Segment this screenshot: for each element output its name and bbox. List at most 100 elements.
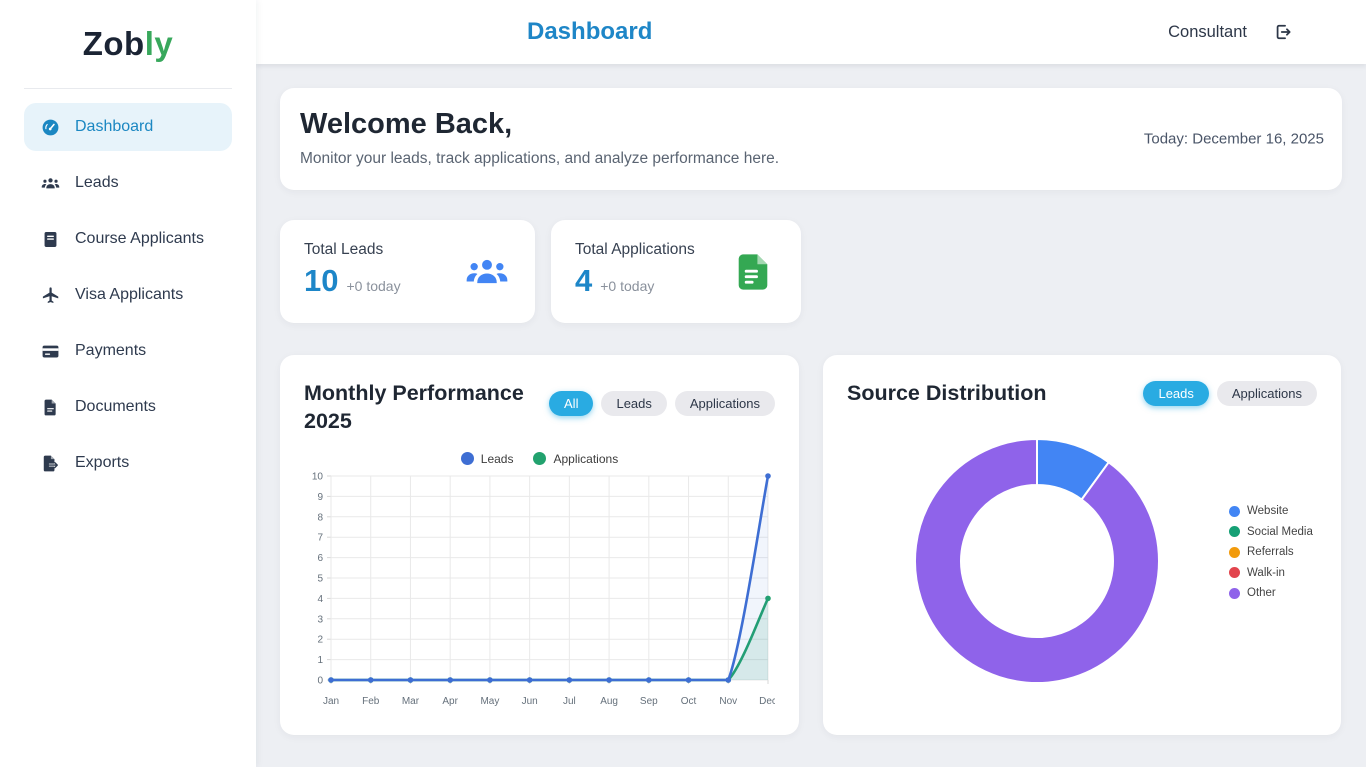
stats-row: Total Leads 10 +0 today Total Applicatio… xyxy=(280,220,1342,323)
legend-item-walk-in[interactable]: Walk-in xyxy=(1229,567,1313,579)
source-filter-leads-button[interactable]: Leads xyxy=(1143,381,1209,406)
svg-text:1: 1 xyxy=(317,655,323,666)
monthly-filter-all-button[interactable]: All xyxy=(549,391,594,416)
legend-item-other[interactable]: Other xyxy=(1229,587,1313,599)
dashboard-icon xyxy=(40,117,60,137)
sidebar-item-documents[interactable]: Documents xyxy=(24,383,232,431)
svg-text:0: 0 xyxy=(317,675,323,686)
monthly-filter-leads-button[interactable]: Leads xyxy=(601,391,667,416)
sidebar-item-leads[interactable]: Leads xyxy=(24,159,232,207)
logo-text-accent: ly xyxy=(144,25,174,62)
legend-label: Social Media xyxy=(1247,525,1313,538)
total-leads-card: Total Leads 10 +0 today xyxy=(280,220,535,323)
sidebar-item-label: Documents xyxy=(75,398,156,415)
svg-text:3: 3 xyxy=(317,614,323,625)
sidebar-item-label: Payments xyxy=(75,342,147,359)
stat-value: 10 xyxy=(304,263,339,298)
legend-item-leads[interactable]: Leads xyxy=(460,452,513,466)
people-group-icon xyxy=(465,250,509,294)
welcome-card: Welcome Back, Monitor your leads, track … xyxy=(280,88,1342,190)
svg-text:Apr: Apr xyxy=(442,696,458,707)
svg-text:7: 7 xyxy=(317,532,323,543)
legend-label: Referrals xyxy=(1247,546,1294,558)
monthly-filter-applications-button[interactable]: Applications xyxy=(674,391,775,416)
legend-dot xyxy=(1229,505,1240,517)
total-applications-card: Total Applications 4 +0 today xyxy=(551,220,801,323)
documents-icon xyxy=(40,397,60,417)
leads-icon xyxy=(40,173,60,193)
page-title: Dashboard xyxy=(527,18,653,45)
sidebar: Zob ly Dashboard Leads Course Applicants Vis… xyxy=(0,0,256,767)
topbar: Dashboard Consultant xyxy=(256,0,1366,64)
payments-icon xyxy=(40,341,60,361)
course-applicants-icon xyxy=(40,229,60,249)
source-filter-pills: Leads Applications xyxy=(1143,381,1317,407)
svg-text:Dec: Dec xyxy=(759,696,775,707)
svg-text:Feb: Feb xyxy=(362,696,380,707)
svg-text:May: May xyxy=(480,696,499,707)
svg-text:Nov: Nov xyxy=(719,696,737,707)
legend-item-applications[interactable]: Applications xyxy=(533,452,618,466)
svg-text:Oct: Oct xyxy=(681,696,697,707)
sidebar-item-label: Visa Applicants xyxy=(75,286,184,303)
monthly-chart-title: Monthly Performance 2025 xyxy=(304,381,524,434)
sidebar-item-visa-applicants[interactable]: Visa Applicants xyxy=(24,271,232,319)
svg-text:8: 8 xyxy=(317,512,323,523)
source-filter-applications-button[interactable]: Applications xyxy=(1216,381,1317,406)
sidebar-item-course-applicants[interactable]: Course Applicants xyxy=(24,215,232,263)
svg-text:Jan: Jan xyxy=(323,696,339,707)
sidebar-item-payments[interactable]: Payments xyxy=(24,327,232,375)
legend-label: Walk-in xyxy=(1247,566,1285,579)
legend-dot xyxy=(1229,587,1240,599)
welcome-heading: Welcome Back, xyxy=(300,108,513,140)
line-chart-holder: 0 1 2 3 4 5 6 7 8 9 10 Jan Feb Mar Apr May Jun Jul Aug Sep O… xyxy=(304,468,777,717)
today-date: Today: December 16, 2025 xyxy=(1143,130,1324,148)
svg-text:Sep: Sep xyxy=(640,696,658,707)
source-donut-chart xyxy=(914,437,1160,684)
svg-text:Jul: Jul xyxy=(563,696,576,707)
visa-applicants-icon xyxy=(40,285,60,305)
legend-label: Website xyxy=(1247,505,1289,517)
logout-icon[interactable] xyxy=(1273,22,1293,42)
svg-text:6: 6 xyxy=(317,553,323,564)
legend-dot xyxy=(1229,567,1240,578)
legend-item-website[interactable]: Website xyxy=(1229,505,1313,517)
line-chart-legend: Leads Applications xyxy=(304,450,775,468)
stat-label: Total Applications xyxy=(575,241,695,258)
svg-text:Jun: Jun xyxy=(522,696,538,707)
logo-text-primary: Zob xyxy=(82,25,145,62)
monthly-performance-card: Monthly Performance 2025 All Leads Applica… xyxy=(280,355,799,735)
legend-dot xyxy=(1229,526,1240,537)
svg-text:10: 10 xyxy=(312,471,324,482)
user-role-label[interactable]: Consultant xyxy=(1168,22,1247,41)
donut-legend: Website Social Media Referrals Walk-in Other xyxy=(1229,505,1313,608)
sidebar-item-label: Course Applicants xyxy=(75,230,204,247)
stat-label: Total Leads xyxy=(304,241,384,258)
svg-text:Mar: Mar xyxy=(402,696,420,707)
legend-item-referrals[interactable]: Referrals xyxy=(1229,546,1313,558)
sidebar-item-label: Exports xyxy=(75,454,130,471)
sidebar-divider xyxy=(24,88,232,89)
sidebar-item-label: Dashboard xyxy=(75,118,154,135)
legend-item-social-media[interactable]: Social Media xyxy=(1229,526,1313,538)
legend-dot xyxy=(460,452,474,466)
monthly-filter-pills: All Leads Applications xyxy=(549,391,775,436)
user-area: Consultant xyxy=(1168,0,1293,64)
monthly-line-chart: 0 1 2 3 4 5 6 7 8 9 10 Jan Feb Mar Apr May Jun Jul Aug Sep O… xyxy=(312,471,777,707)
source-chart-title: Source Distribution xyxy=(847,381,1047,405)
legend-dot xyxy=(533,452,547,466)
legend-dot xyxy=(1229,546,1240,558)
legend-label: Other xyxy=(1247,587,1276,599)
svg-text:Aug: Aug xyxy=(600,696,618,707)
sidebar-item-exports[interactable]: Exports xyxy=(24,439,232,487)
sidebar-nav: Dashboard Leads Course Applicants Visa Appl… xyxy=(0,89,256,487)
sidebar-item-dashboard[interactable]: Dashboard xyxy=(24,103,232,151)
svg-text:2: 2 xyxy=(317,634,323,645)
app-logo: Zob ly xyxy=(0,0,256,88)
document-icon xyxy=(731,250,775,294)
donut-slice-other xyxy=(914,437,1160,684)
sidebar-item-label: Leads xyxy=(75,174,119,191)
stat-delta: +0 today xyxy=(346,278,401,294)
svg-text:5: 5 xyxy=(317,573,323,584)
main-content: Welcome Back, Monitor your leads, track … xyxy=(256,64,1366,767)
